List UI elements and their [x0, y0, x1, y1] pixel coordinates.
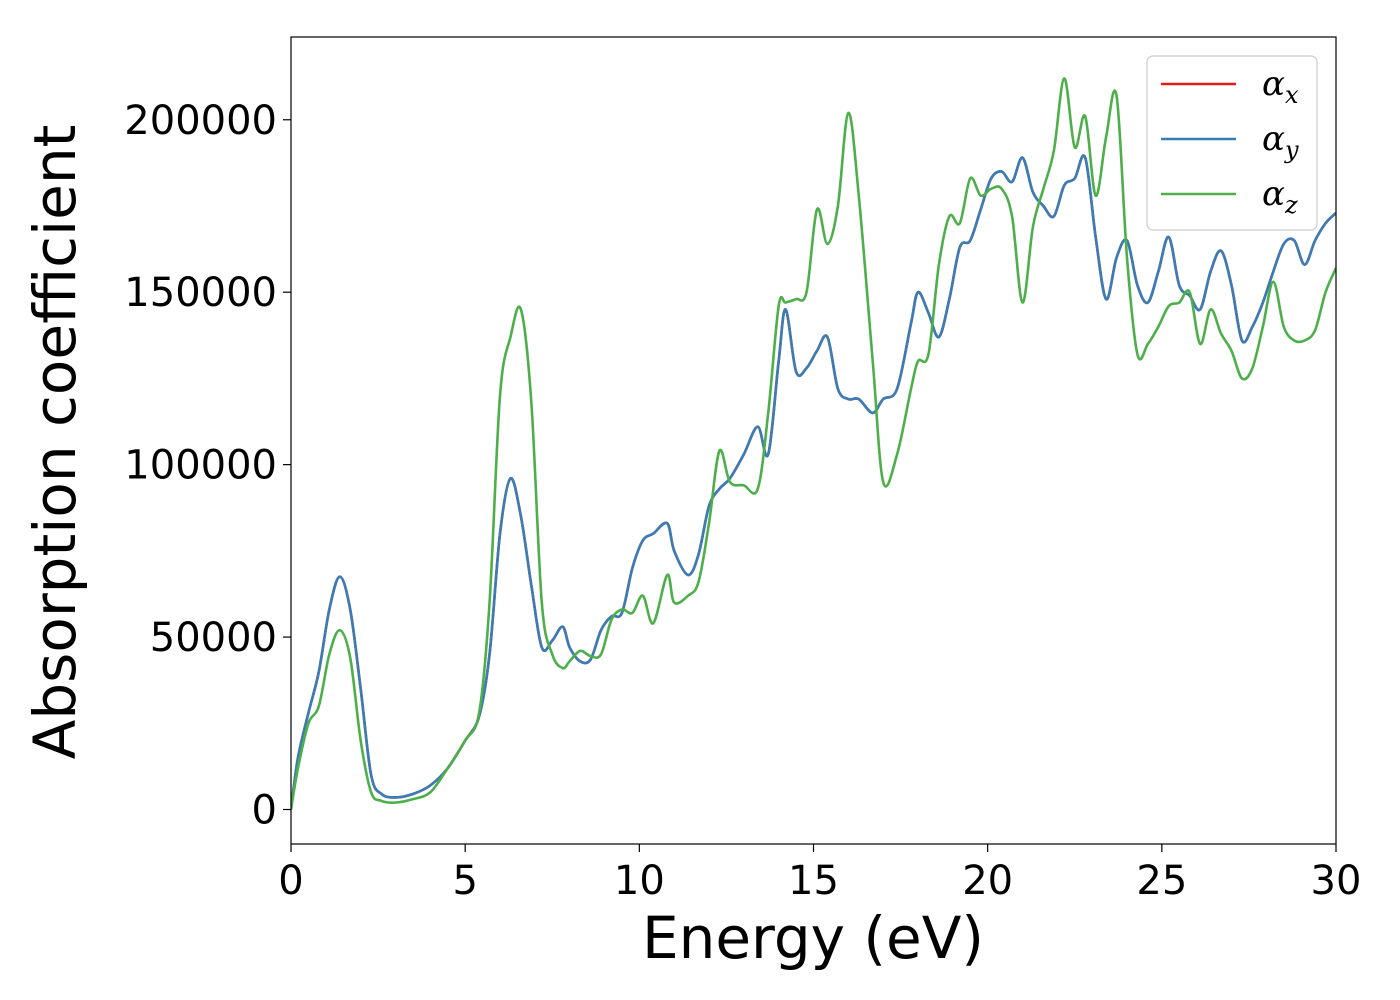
x-axis-label: Energy (eV) — [642, 904, 984, 972]
y-axis-label: Absorption coefficient — [21, 125, 89, 760]
legend-label-alpha-y: αy — [1262, 119, 1299, 164]
x-tick-label: 20 — [962, 858, 1013, 904]
y-axis-ticks: 0 50000 100000 150000 200000 — [124, 98, 291, 834]
x-tick-label: 5 — [452, 858, 477, 904]
legend-box — [1146, 55, 1318, 231]
x-tick-label: 30 — [1311, 858, 1362, 904]
x-tick-label: 25 — [1136, 858, 1187, 904]
series-layer — [291, 77, 1336, 810]
y-tick-label: 150000 — [124, 270, 277, 316]
x-tick-label: 15 — [788, 858, 839, 904]
series-line-alpha-z — [291, 77, 1336, 810]
series-line-alpha-x — [291, 154, 1336, 810]
x-tick-label: 10 — [614, 858, 665, 904]
x-tick-label: 0 — [278, 858, 303, 904]
series-line-alpha-y — [291, 154, 1336, 810]
y-tick-label: 0 — [252, 788, 277, 834]
y-tick-label: 200000 — [124, 98, 277, 144]
legend-label-alpha-x: αx — [1262, 64, 1299, 109]
y-tick-label: 100000 — [124, 443, 277, 489]
y-tick-label: 50000 — [150, 615, 277, 661]
x-axis-ticks: 0 5 10 15 20 25 30 — [278, 844, 1361, 904]
